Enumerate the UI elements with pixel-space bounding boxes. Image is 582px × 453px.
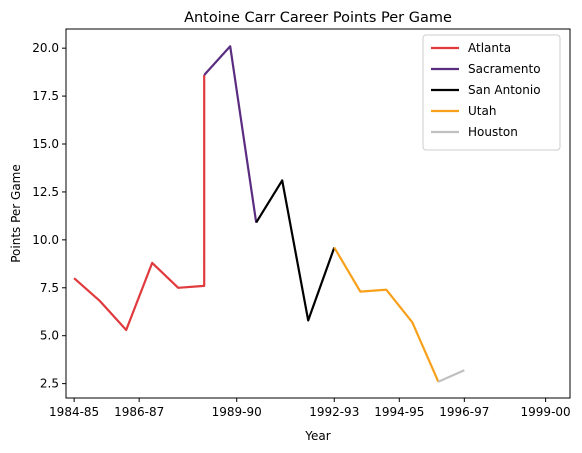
series-layer [73, 45, 465, 383]
y-tick-label: 7.5 [40, 281, 59, 295]
x-tick-label: 1989-90 [212, 405, 262, 419]
series-line-sacramento [203, 45, 258, 223]
legend-label-sacramento: Sacramento [468, 62, 541, 76]
legend-label-atlanta: Atlanta [468, 41, 511, 55]
legend-frame [422, 34, 561, 151]
legend-label-utah: Utah [468, 104, 496, 118]
y-tick-label: 2.5 [40, 377, 59, 391]
x-tick-label: 1996-97 [439, 405, 489, 419]
y-tick-label: 10.0 [32, 233, 59, 247]
x-tick-label: 1999-00 [521, 405, 571, 419]
x-tick-label: 1984-85 [49, 405, 99, 419]
series-line-san-antonio [255, 179, 336, 322]
y-tick-label: 20.0 [32, 41, 59, 55]
legend-label-houston: Houston [468, 125, 518, 139]
x-tick-label: 1992-93 [309, 405, 359, 419]
series-line-houston [437, 369, 465, 383]
legend: Atlanta Sacramento San Antonio Utah Houston [422, 34, 561, 151]
plot-frame [65, 28, 571, 399]
x-tick-label: 1994-95 [374, 405, 424, 419]
chart-title: Antoine Carr Career Points Per Game [184, 10, 452, 26]
x-axis-label: Year [304, 429, 330, 443]
y-axis-label: Points Per Game [9, 164, 23, 263]
y-tick-label: 12.5 [32, 185, 59, 199]
y-tick-label: 5.0 [40, 329, 59, 343]
legend-label-san-antonio: San Antonio [468, 83, 541, 97]
y-tick-label: 15.0 [32, 137, 59, 151]
series-line-utah [333, 246, 440, 383]
y-tick-label: 17.5 [32, 89, 59, 103]
axes: 1984-85 1986-87 1989-90 1992-93 1994-95 1996-… [32, 28, 571, 419]
series-line-atlanta [73, 75, 206, 332]
x-tick-label: 1986-87 [114, 405, 164, 419]
